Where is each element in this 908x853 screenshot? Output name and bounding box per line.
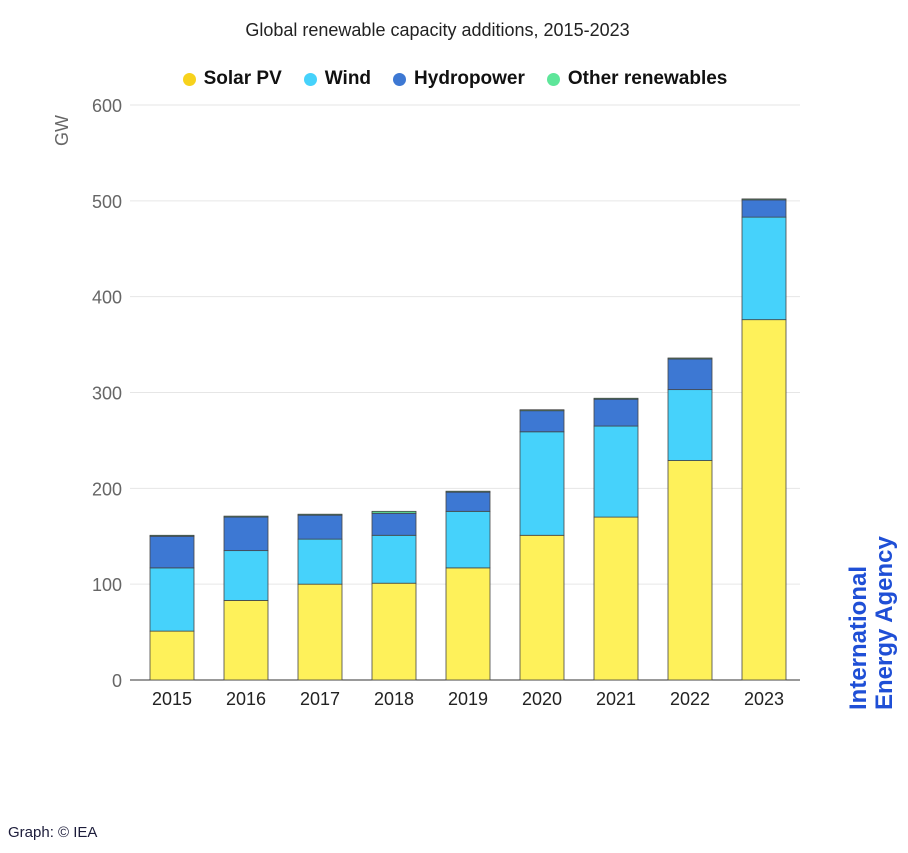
bar-wind: [297, 538, 343, 585]
logo-line2: Energy Agency: [871, 536, 898, 710]
iea-logo: International Energy Agency: [845, 536, 898, 710]
bar-wind: [445, 510, 491, 569]
bar-other-renewables: [223, 515, 269, 518]
bar-solar-pv: [223, 600, 269, 681]
legend-swatch: [546, 72, 560, 86]
x-tick-label: 2015: [152, 689, 192, 709]
bar-other-renewables: [149, 534, 195, 537]
bar-solar-pv: [297, 583, 343, 681]
bar-wind: [667, 389, 713, 461]
y-tick-label: 600: [92, 96, 122, 116]
bar-solar-pv: [149, 630, 195, 681]
bar-wind: [371, 534, 417, 584]
legend-swatch: [393, 72, 407, 86]
y-tick-label: 500: [92, 192, 122, 212]
bar-other-renewables: [667, 357, 713, 360]
y-tick-label: 200: [92, 479, 122, 499]
y-tick-label: 300: [92, 384, 122, 404]
bar-hydropower: [445, 491, 491, 512]
bar-hydropower: [593, 398, 639, 427]
bar-solar-pv: [519, 534, 565, 681]
bar-hydropower: [371, 512, 417, 536]
y-axis-label: GW: [52, 115, 72, 146]
x-tick-label: 2021: [596, 689, 636, 709]
x-tick-label: 2019: [448, 689, 488, 709]
bar-other-renewables: [593, 397, 639, 400]
bar-other-renewables: [297, 513, 343, 516]
bar-wind: [149, 567, 195, 632]
x-tick-label: 2017: [300, 689, 340, 709]
legend-label: Other renewables: [567, 68, 728, 89]
bar-other-renewables: [519, 409, 565, 412]
legend-swatch: [303, 72, 317, 86]
y-tick-label: 100: [92, 575, 122, 595]
legend: Solar PV Wind Hydropower Other renewables: [0, 68, 908, 90]
x-tick-label: 2018: [374, 689, 414, 709]
legend-label: Hydropower: [414, 68, 525, 89]
y-tick-label: 0: [112, 671, 122, 691]
bar-other-renewables: [371, 510, 417, 514]
bar-hydropower: [223, 516, 269, 552]
y-tick-label: 400: [92, 288, 122, 308]
bar-hydropower: [519, 410, 565, 433]
legend-label: Wind: [324, 68, 372, 89]
bar-hydropower: [667, 358, 713, 391]
bar-solar-pv: [445, 567, 491, 681]
legend-label: Solar PV: [203, 68, 282, 89]
x-tick-label: 2016: [226, 689, 266, 709]
bar-hydropower: [149, 535, 195, 569]
bar-hydropower: [741, 199, 787, 218]
x-tick-label: 2023: [744, 689, 784, 709]
legend-item[interactable]: Hydropower: [393, 68, 525, 90]
bar-wind: [741, 216, 787, 321]
bar-other-renewables: [741, 198, 787, 201]
bar-wind: [593, 425, 639, 518]
legend-item[interactable]: Solar PV: [182, 68, 282, 90]
bar-wind: [519, 431, 565, 536]
credit: Graph: © IEA: [8, 824, 98, 841]
bar-solar-pv: [741, 319, 787, 681]
x-tick-label: 2020: [522, 689, 562, 709]
legend-item[interactable]: Wind: [303, 68, 372, 90]
bar-wind: [223, 550, 269, 601]
bar-solar-pv: [593, 516, 639, 681]
legend-swatch: [182, 72, 196, 86]
x-tick-label: 2022: [670, 689, 710, 709]
logo-line1: International: [845, 565, 872, 710]
bar-solar-pv: [371, 582, 417, 681]
bar-other-renewables: [445, 490, 491, 493]
bar-hydropower: [297, 514, 343, 540]
legend-item[interactable]: Other renewables: [546, 68, 728, 90]
chart-title: Global renewable capacity additions, 201…: [245, 20, 630, 40]
bar-solar-pv: [667, 460, 713, 681]
